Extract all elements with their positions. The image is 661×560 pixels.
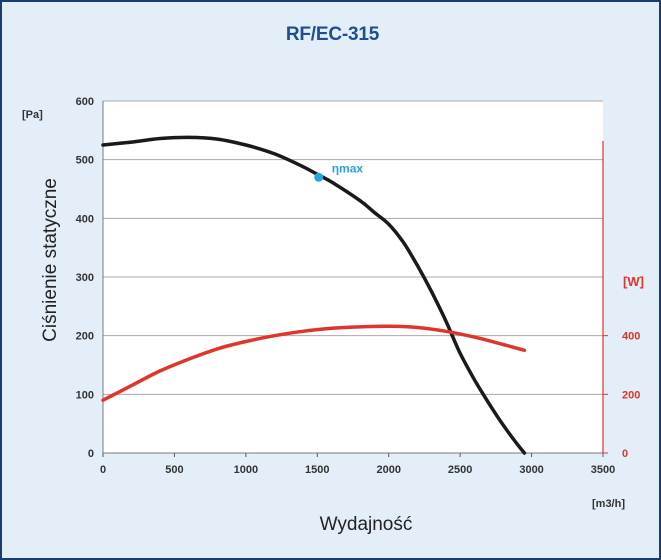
x-tick-label: 500 xyxy=(165,464,183,476)
y-tick-label: 200 xyxy=(76,331,94,343)
y2-axis-unit: [W] xyxy=(623,274,644,289)
power-curve xyxy=(101,324,527,402)
x-tick-label: 3000 xyxy=(519,464,543,476)
y-axis-unit: [Pa] xyxy=(22,109,43,121)
axes xyxy=(102,101,608,457)
grid-lines xyxy=(103,100,603,395)
pressure-curve xyxy=(101,135,527,455)
annotations: ηmax xyxy=(314,161,363,182)
y2-tick-label: 0 xyxy=(622,448,628,460)
y-axis-label: Ciśnienie statyczne xyxy=(40,178,61,342)
x-tick-label: 1000 xyxy=(234,464,258,476)
y2-tick-label: 400 xyxy=(622,331,640,343)
y-tick-label: 300 xyxy=(76,272,94,284)
y-tick-label: 400 xyxy=(76,213,94,225)
x-tick-label: 2500 xyxy=(448,464,472,476)
x-axis-unit: [m3/h] xyxy=(592,498,625,510)
y2-tick-label: 200 xyxy=(622,389,640,401)
eta-max-point xyxy=(314,172,324,182)
y-tick-label: 100 xyxy=(76,389,94,401)
y-tick-label: 600 xyxy=(76,96,94,108)
eta-max-label: ηmax xyxy=(332,161,364,175)
series-lines xyxy=(101,135,527,455)
y-tick-label: 0 xyxy=(88,448,94,460)
x-tick-label: 0 xyxy=(100,464,106,476)
x-tick-label: 1500 xyxy=(305,464,329,476)
x-tick-label: 3500 xyxy=(591,464,615,476)
x-axis-label: Wydajność xyxy=(320,514,413,535)
chart-title: RF/EC-315 xyxy=(285,24,380,45)
x-tick-label: 2000 xyxy=(376,464,400,476)
y-tick-label: 500 xyxy=(76,155,94,167)
